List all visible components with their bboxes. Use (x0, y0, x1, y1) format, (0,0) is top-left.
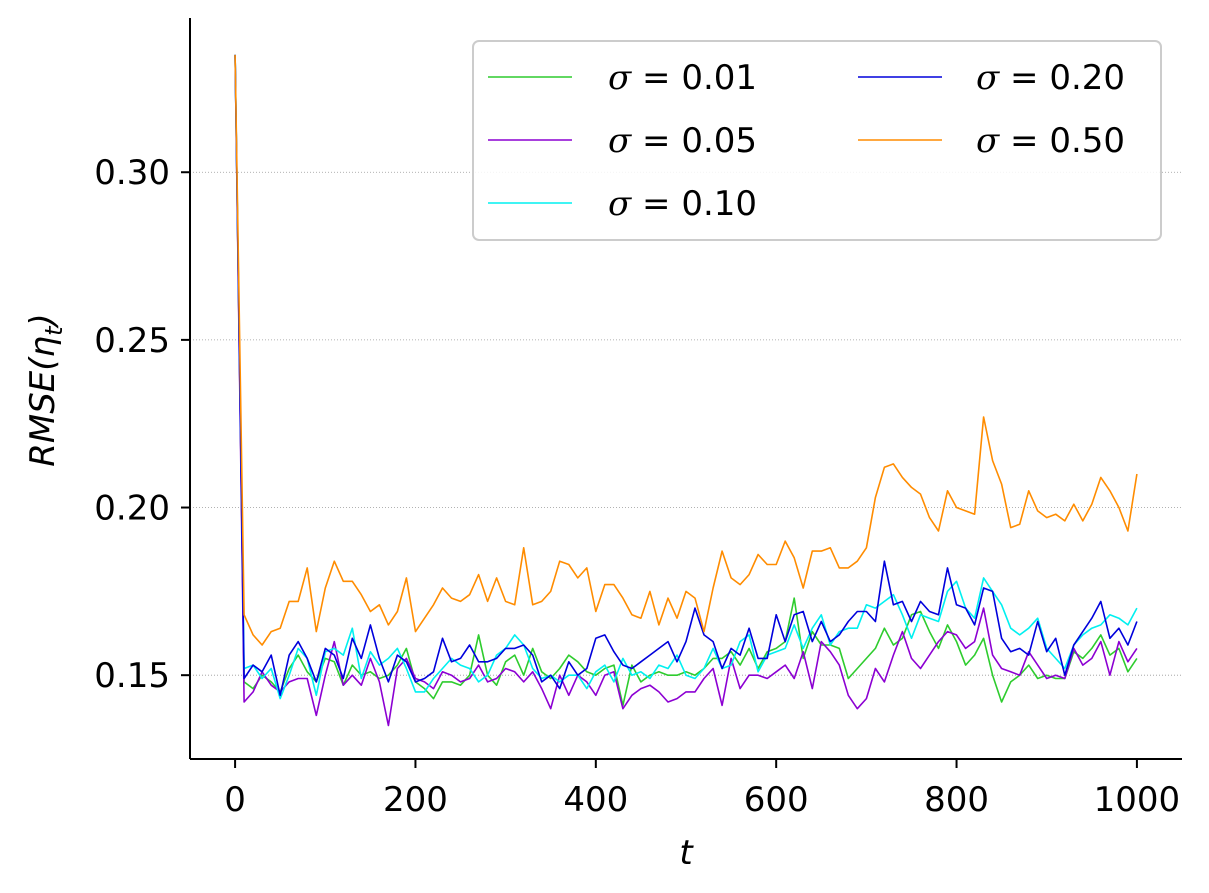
y-ticks: 0.15 0.20 0.25 0.30 (94, 153, 190, 696)
y-tick-label: 0.20 (94, 489, 170, 529)
series-line-5 (234, 54, 1138, 646)
legend: σ = 0.01σ = 0.05σ = 0.10σ = 0.20σ = 0.50 (472, 40, 1162, 241)
legend-label: σ = 0.50 (976, 121, 1125, 161)
x-tick-label: 0 (224, 780, 246, 820)
legend-value: = 0.01 (631, 58, 757, 98)
y-tick-label: 0.15 (94, 656, 170, 696)
y-axis-label: RMSE(ηt) (23, 313, 68, 467)
legend-label: σ = 0.05 (608, 121, 757, 161)
legend-sigma: σ (608, 58, 632, 98)
x-axis-label: t (679, 833, 694, 873)
x-ticks: 0 200 400 600 800 1000 (224, 759, 1180, 820)
series-line-3 (234, 54, 1138, 700)
legend-sigma: σ (608, 121, 632, 161)
x-tick-label: 200 (383, 780, 448, 820)
legend-sigma: σ (976, 58, 1000, 98)
legend-value: = 0.20 (999, 58, 1125, 98)
x-tick-label: 800 (924, 780, 989, 820)
y-axis-label-main: RMSE(η (23, 336, 63, 467)
y-axis-label-close: ) (23, 313, 63, 329)
legend-value: = 0.05 (631, 121, 757, 161)
legend-label: σ = 0.20 (976, 58, 1125, 98)
x-tick-label: 600 (744, 780, 809, 820)
series-line-2 (234, 54, 1138, 727)
legend-value: = 0.50 (999, 121, 1125, 161)
series-lines (234, 54, 1138, 727)
legend-box (472, 40, 1162, 241)
x-tick-label: 1000 (1094, 780, 1181, 820)
legend-sigma: σ (608, 184, 632, 224)
legend-value: = 0.10 (631, 184, 757, 224)
grid-lines (190, 171, 1182, 676)
y-tick-label: 0.30 (94, 153, 170, 193)
y-axis-label-subscript: t (40, 325, 68, 336)
series-line-4 (234, 54, 1138, 697)
x-tick-label: 400 (563, 780, 628, 820)
legend-label: σ = 0.01 (608, 58, 757, 98)
y-tick-label: 0.25 (94, 321, 170, 361)
legend-label: σ = 0.10 (608, 184, 757, 224)
legend-sigma: σ (976, 121, 1000, 161)
